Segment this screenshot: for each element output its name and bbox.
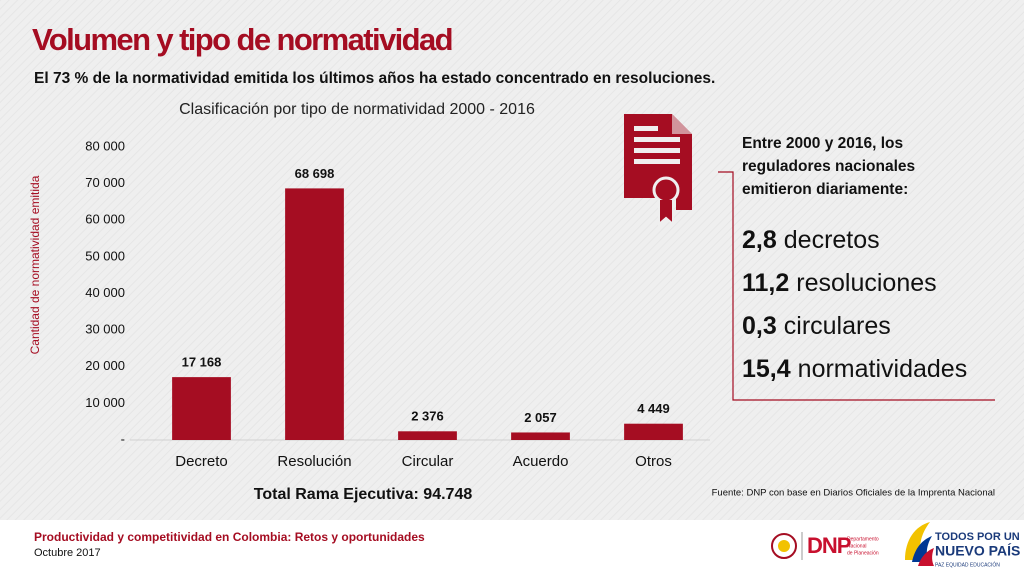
y-tick-label: 20 000: [85, 358, 125, 373]
y-tick-label: -: [121, 431, 125, 446]
logo-text: DNP: [807, 533, 851, 558]
y-tick-label: 10 000: [85, 395, 125, 410]
stat: 2,8 decretos: [742, 226, 880, 254]
value-label: 68 698: [295, 166, 335, 181]
bracket: [718, 171, 995, 401]
stat-label: decretos: [784, 226, 880, 254]
y-axis-label: Cantidad de normatividad emitida: [28, 175, 42, 354]
stat: 15,4 normatividades: [742, 355, 967, 383]
x-tick-label: Resolución: [277, 453, 351, 470]
source: Fuente: DNP con base en Diarios Oficiale…: [712, 488, 995, 499]
stat-number: 15,4: [742, 355, 791, 383]
bar: [398, 431, 457, 440]
y-tick-label: 70 000: [85, 175, 125, 190]
value-label: 17 168: [182, 355, 222, 370]
subtitle: El 73 % de la normatividad emitida los ú…: [34, 70, 715, 87]
slide-title: Volumen y tipo de normatividad: [32, 22, 452, 57]
x-tick-label: Otros: [635, 453, 672, 470]
y-tick-label: 30 000: [85, 322, 125, 337]
document-icon: [624, 114, 692, 227]
bar: [511, 432, 570, 440]
stat: 0,3 circulares: [742, 312, 891, 340]
stat-label: normatividades: [798, 355, 968, 383]
logo-text: Nacional: [847, 543, 866, 549]
logo-text: NUEVO PAÍS: [935, 543, 1020, 559]
chart-title: Clasificación por tipo de normatividad 2…: [179, 101, 535, 118]
side-intro: Entre 2000 y 2016, los: [742, 135, 903, 152]
gov-logo: TODOS POR UN NUEVO PAÍS PAZ EQUIDAD EDUC…: [905, 522, 1020, 568]
y-tick-label: 50 000: [85, 248, 125, 263]
annotation: Total Rama Ejecutiva: 94.748: [254, 486, 473, 503]
stat: 11,2 resoluciones: [742, 269, 937, 297]
logo-text: TODOS POR UN: [935, 531, 1020, 543]
logo-text: PAZ EQUIDAD EDUCACIÓN: [935, 561, 1000, 568]
y-tick-label: 80 000: [85, 138, 125, 153]
logo-text: de Planeación: [847, 550, 879, 556]
bar: [624, 423, 683, 440]
value-label: 2 376: [411, 409, 444, 424]
bar: [285, 188, 344, 440]
stat-number: 2,8: [742, 226, 777, 254]
stat-label: circulares: [784, 312, 891, 340]
x-tick-label: Circular: [402, 453, 454, 470]
x-tick-label: Decreto: [175, 453, 228, 470]
x-tick-label: Acuerdo: [513, 453, 569, 470]
value-label: 4 449: [637, 401, 670, 416]
footer-title: Productividad y competitividad en Colomb…: [34, 530, 425, 544]
y-tick-label: 60 000: [85, 212, 125, 227]
y-tick-label: 40 000: [85, 285, 125, 300]
dnp-logo: DNP Departamento Nacional de Planeación: [771, 532, 879, 560]
bar: [172, 377, 231, 440]
footer-bg: [0, 520, 1024, 576]
value-label: 2 057: [524, 410, 557, 425]
footer-date: Octubre 2017: [34, 547, 101, 559]
logo-text: Departamento: [847, 536, 879, 542]
stat-number: 11,2: [742, 269, 789, 297]
stat-label: resoluciones: [796, 269, 936, 297]
side-intro: reguladores nacionales: [742, 158, 915, 175]
stat-number: 0,3: [742, 312, 777, 340]
side-intro: emitieron diariamente:: [742, 181, 908, 198]
